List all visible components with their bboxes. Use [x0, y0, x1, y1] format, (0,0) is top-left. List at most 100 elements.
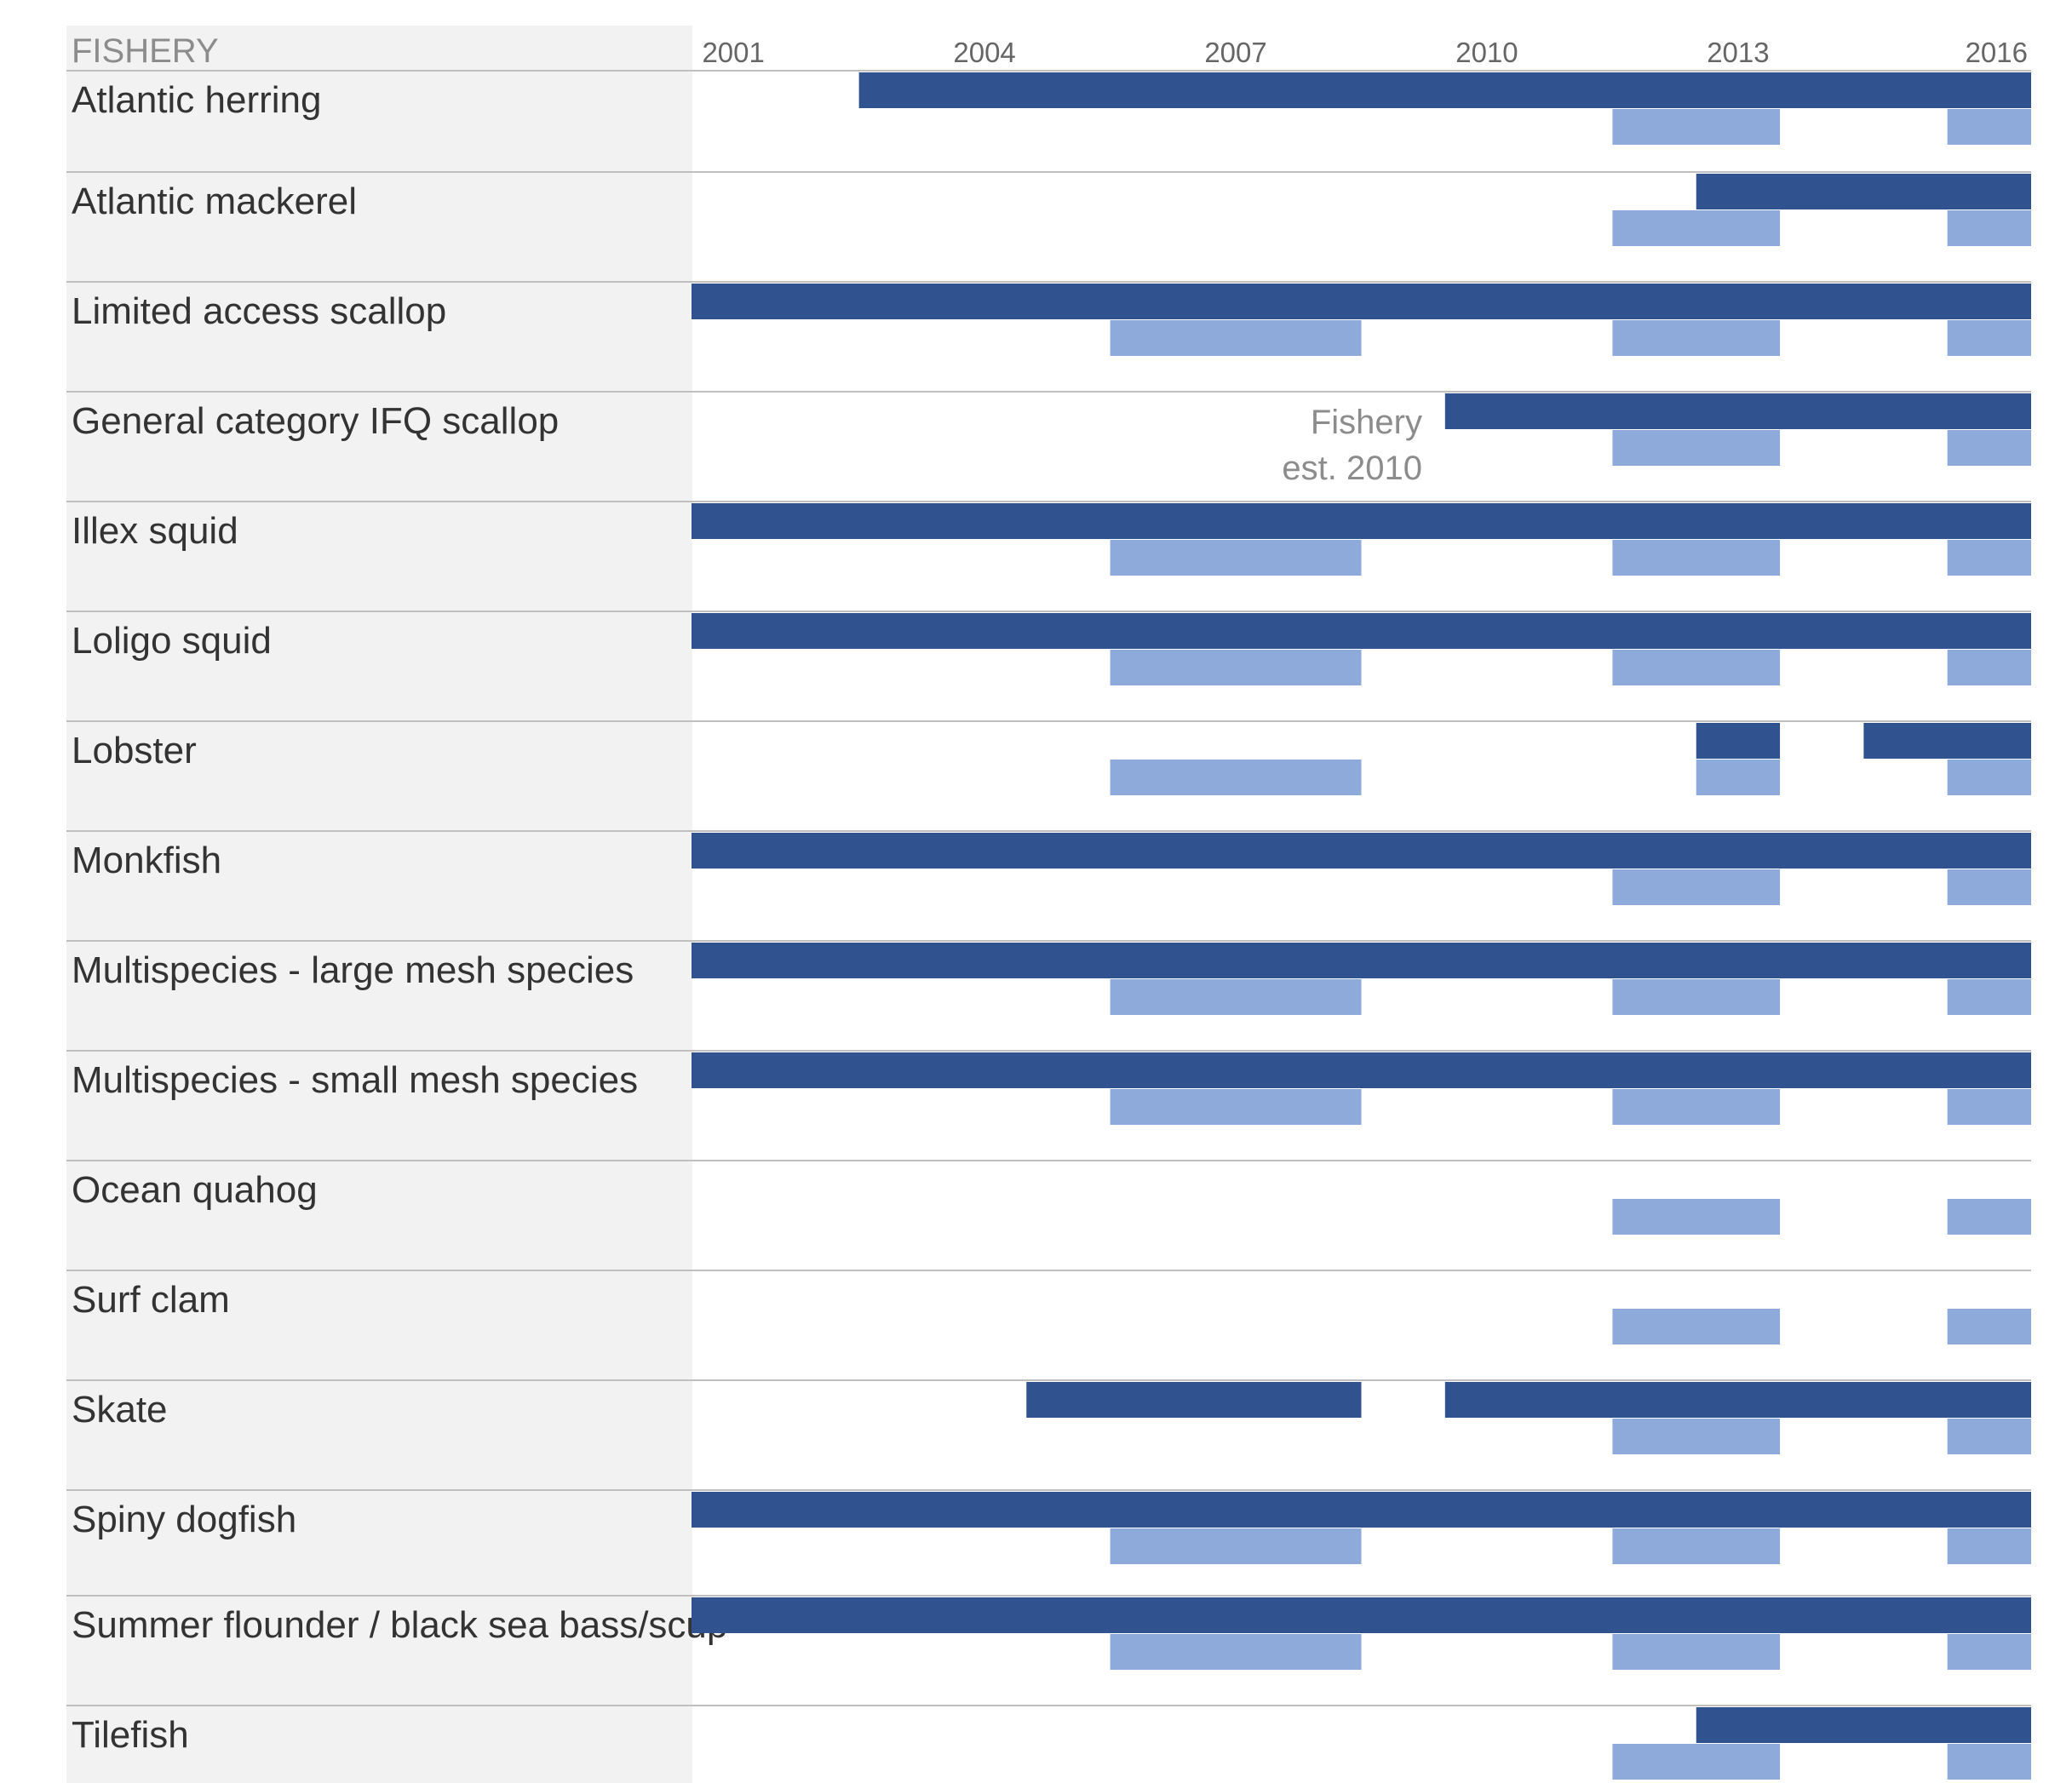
- fishery-row-atlantic-mackerel: Atlantic mackerel: [66, 171, 2031, 246]
- fishery-row-loligo-squid: Loligo squid: [66, 611, 2031, 685]
- secondary-period-bar: [1696, 760, 1781, 795]
- chart-rows: Atlantic herring Atlantic mackerel Limited…: [66, 72, 2031, 1780]
- secondary-period-bar: [1110, 979, 1362, 1015]
- fishery-row-skate: Skate: [66, 1379, 2031, 1454]
- secondary-period-bar: [1110, 320, 1362, 356]
- secondary-period-bar: [1612, 1199, 1781, 1235]
- secondary-period-bar: [1612, 1528, 1781, 1564]
- primary-period-bar: [858, 72, 2031, 108]
- fishery-label: Monkfish: [72, 840, 221, 881]
- fishery-label: Skate: [72, 1389, 168, 1430]
- primary-period-bar: [1444, 1382, 2031, 1418]
- secondary-period-bar: [1612, 210, 1781, 246]
- secondary-period-bar: [1110, 1089, 1362, 1125]
- secondary-period-bar: [1947, 760, 2031, 795]
- x-tick-label: 2001: [702, 37, 764, 68]
- fishery-label: Summer flounder / black sea bass/scup: [72, 1604, 727, 1646]
- secondary-period-bar: [1612, 650, 1781, 685]
- fishery-label: General category IFQ scallop: [72, 400, 559, 442]
- x-tick-label: 2010: [1455, 37, 1518, 68]
- fishery-established-note: Fishery: [1311, 404, 1422, 441]
- fishery-label: Spiny dogfish: [72, 1499, 296, 1540]
- secondary-period-bar: [1612, 320, 1781, 356]
- fishery-label: Surf clam: [72, 1279, 230, 1321]
- fishery-row-ocean-quahog: Ocean quahog: [66, 1160, 2031, 1235]
- x-tick-label: 2013: [1707, 37, 1769, 68]
- fishery-label: Limited access scallop: [72, 290, 446, 332]
- secondary-period-bar: [1947, 869, 2031, 905]
- primary-period-bar: [1444, 393, 2031, 429]
- secondary-period-bar: [1947, 320, 2031, 356]
- secondary-period-bar: [1947, 1528, 2031, 1564]
- secondary-period-bar: [1947, 1199, 2031, 1235]
- fishery-row-general-category-ifq-scallop: General category IFQ scallop Fishery est. …: [66, 391, 2031, 487]
- primary-period-bar: [692, 833, 2031, 869]
- x-tick-label: 2004: [953, 37, 1015, 68]
- primary-period-bar: [692, 284, 2031, 319]
- secondary-period-bar: [1947, 979, 2031, 1015]
- secondary-period-bar: [1947, 1089, 2031, 1125]
- column-header: FISHERY: [72, 32, 219, 70]
- primary-period-bar: [1696, 723, 1781, 759]
- primary-period-bar: [1863, 723, 2031, 759]
- fishery-row-summer-flounder-black-sea-bass-scup: Summer flounder / black sea bass/scup: [66, 1595, 2031, 1670]
- fishery-label: Ocean quahog: [72, 1169, 318, 1211]
- secondary-period-bar: [1947, 1309, 2031, 1344]
- secondary-period-bar: [1947, 430, 2031, 466]
- fishery-label: Multispecies - small mesh species: [72, 1059, 638, 1101]
- secondary-period-bar: [1110, 540, 1362, 576]
- fishery-label: Lobster: [72, 730, 197, 771]
- secondary-period-bar: [1110, 1634, 1362, 1670]
- x-tick-label: 2007: [1204, 37, 1266, 68]
- primary-period-bar: [692, 613, 2031, 649]
- secondary-period-bar: [1612, 430, 1781, 466]
- secondary-period-bar: [1612, 1634, 1781, 1670]
- secondary-period-bar: [1612, 540, 1781, 576]
- primary-period-bar: [1696, 174, 2031, 209]
- secondary-period-bar: [1947, 1419, 2031, 1454]
- fishery-label: Tilefish: [72, 1714, 189, 1756]
- secondary-period-bar: [1110, 1528, 1362, 1564]
- primary-period-bar: [1026, 1382, 1362, 1418]
- secondary-period-bar: [1612, 1744, 1781, 1780]
- primary-period-bar: [692, 943, 2031, 978]
- secondary-period-bar: [1947, 540, 2031, 576]
- secondary-period-bar: [1612, 1419, 1781, 1454]
- fishery-established-note: est. 2010: [1282, 450, 1422, 487]
- primary-period-bar: [692, 503, 2031, 539]
- secondary-period-bar: [1947, 210, 2031, 246]
- primary-period-bar: [692, 1492, 2031, 1528]
- secondary-period-bar: [1612, 869, 1781, 905]
- fishery-row-atlantic-herring: Atlantic herring: [72, 72, 2031, 145]
- primary-period-bar: [692, 1052, 2031, 1088]
- x-tick-label: 2016: [1966, 37, 2028, 68]
- fishery-label: Illex squid: [72, 510, 238, 552]
- fishery-row-monkfish: Monkfish: [66, 830, 2031, 905]
- fishery-label: Atlantic mackerel: [72, 181, 357, 222]
- x-axis-ticks: 2001 2004 2007 2010 2013 2016: [702, 37, 2028, 68]
- fishery-row-limited-access-scallop: Limited access scallop: [66, 281, 2031, 356]
- secondary-period-bar: [1612, 979, 1781, 1015]
- fishery-row-spiny-dogfish: Spiny dogfish: [66, 1489, 2031, 1564]
- secondary-period-bar: [1947, 1744, 2031, 1780]
- fishery-row-multispecies-small-mesh-species: Multispecies - small mesh species: [66, 1050, 2031, 1125]
- secondary-period-bar: [1612, 1089, 1781, 1125]
- secondary-period-bar: [1947, 109, 2031, 145]
- fishery-row-surf-clam: Surf clam: [66, 1270, 2031, 1344]
- secondary-period-bar: [1612, 1309, 1781, 1344]
- fishery-row-multispecies-large-mesh-species: Multispecies - large mesh species: [66, 940, 2031, 1015]
- fishery-label: Atlantic herring: [72, 79, 321, 121]
- secondary-period-bar: [1110, 650, 1362, 685]
- fishery-row-lobster: Lobster: [66, 720, 2031, 795]
- secondary-period-bar: [1947, 650, 2031, 685]
- secondary-period-bar: [1110, 760, 1362, 795]
- fishery-row-illex-squid: Illex squid: [66, 501, 2031, 576]
- fishery-label: Multispecies - large mesh species: [72, 949, 634, 991]
- fishery-row-tilefish: Tilefish: [66, 1705, 2031, 1780]
- secondary-period-bar: [1612, 109, 1781, 145]
- primary-period-bar: [1696, 1707, 2031, 1743]
- primary-period-bar: [692, 1597, 2031, 1633]
- secondary-period-bar: [1947, 1634, 2031, 1670]
